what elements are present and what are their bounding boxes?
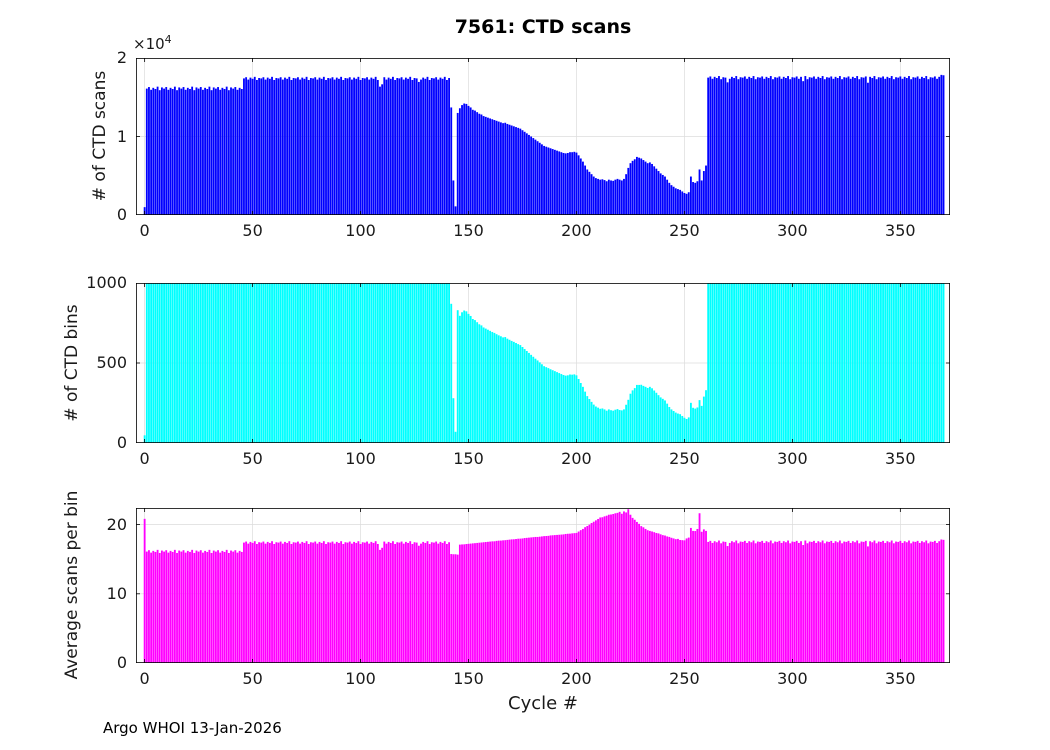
y-tick-label: 0 xyxy=(116,205,127,225)
x-tick-label: 50 xyxy=(242,221,263,240)
chart-title: 7561: CTD scans xyxy=(454,16,632,38)
x-tick-label: 0 xyxy=(139,221,150,240)
x-tick-label: 50 xyxy=(242,669,263,688)
avg-scans-per-bin-bar-plot xyxy=(136,508,950,663)
y-tick-label: 1 xyxy=(116,126,127,146)
y-tick-label: 2 xyxy=(116,48,127,68)
x-tick-label: 250 xyxy=(669,449,700,468)
x-tick-label: 200 xyxy=(561,449,592,468)
x-tick-label: 250 xyxy=(669,669,700,688)
x-tick-label: 350 xyxy=(885,449,916,468)
x-tick-label: 100 xyxy=(345,449,376,468)
ctd-scans-bar-plot xyxy=(136,58,950,215)
y-tick-label: 0 xyxy=(116,653,127,673)
x-tick-label: 250 xyxy=(669,221,700,240)
y-tick-label: 1000 xyxy=(86,273,127,293)
y-axis-multiplier: ×104 xyxy=(133,33,172,53)
y-tick-label: 0 xyxy=(116,433,127,453)
y-tick-label: 20 xyxy=(106,514,127,534)
ctd-bins-bar-plot xyxy=(136,283,950,443)
x-tick-label: 300 xyxy=(777,221,808,240)
y-tick-label: 10 xyxy=(106,583,127,603)
x-tick-label: 50 xyxy=(242,449,263,468)
x-tick-label: 300 xyxy=(777,449,808,468)
x-tick-label: 200 xyxy=(561,221,592,240)
y-axis-label-ctd-scans: # of CTD scans xyxy=(90,70,110,202)
y-axis-multiplier-exponent: 4 xyxy=(164,33,172,46)
figure-footer: Argo WHOI 13-Jan-2026 xyxy=(103,719,282,737)
x-tick-label: 200 xyxy=(561,669,592,688)
x-tick-label: 0 xyxy=(139,449,150,468)
x-tick-label: 150 xyxy=(453,669,484,688)
y-axis-label-ctd-bins: # of CTD bins xyxy=(62,304,82,422)
x-tick-label: 350 xyxy=(885,221,916,240)
x-tick-label: 100 xyxy=(345,221,376,240)
x-tick-label: 150 xyxy=(453,221,484,240)
x-tick-label: 100 xyxy=(345,669,376,688)
x-tick-label: 0 xyxy=(139,669,150,688)
x-tick-label: 350 xyxy=(885,669,916,688)
x-tick-label: 150 xyxy=(453,449,484,468)
x-tick-label: 300 xyxy=(777,669,808,688)
y-tick-label: 500 xyxy=(96,353,127,373)
y-axis-label-avg-scans-per-bin: Average scans per bin xyxy=(62,490,82,680)
y-axis-multiplier-base: ×10 xyxy=(133,35,165,53)
x-axis-label: Cycle # xyxy=(508,693,578,714)
